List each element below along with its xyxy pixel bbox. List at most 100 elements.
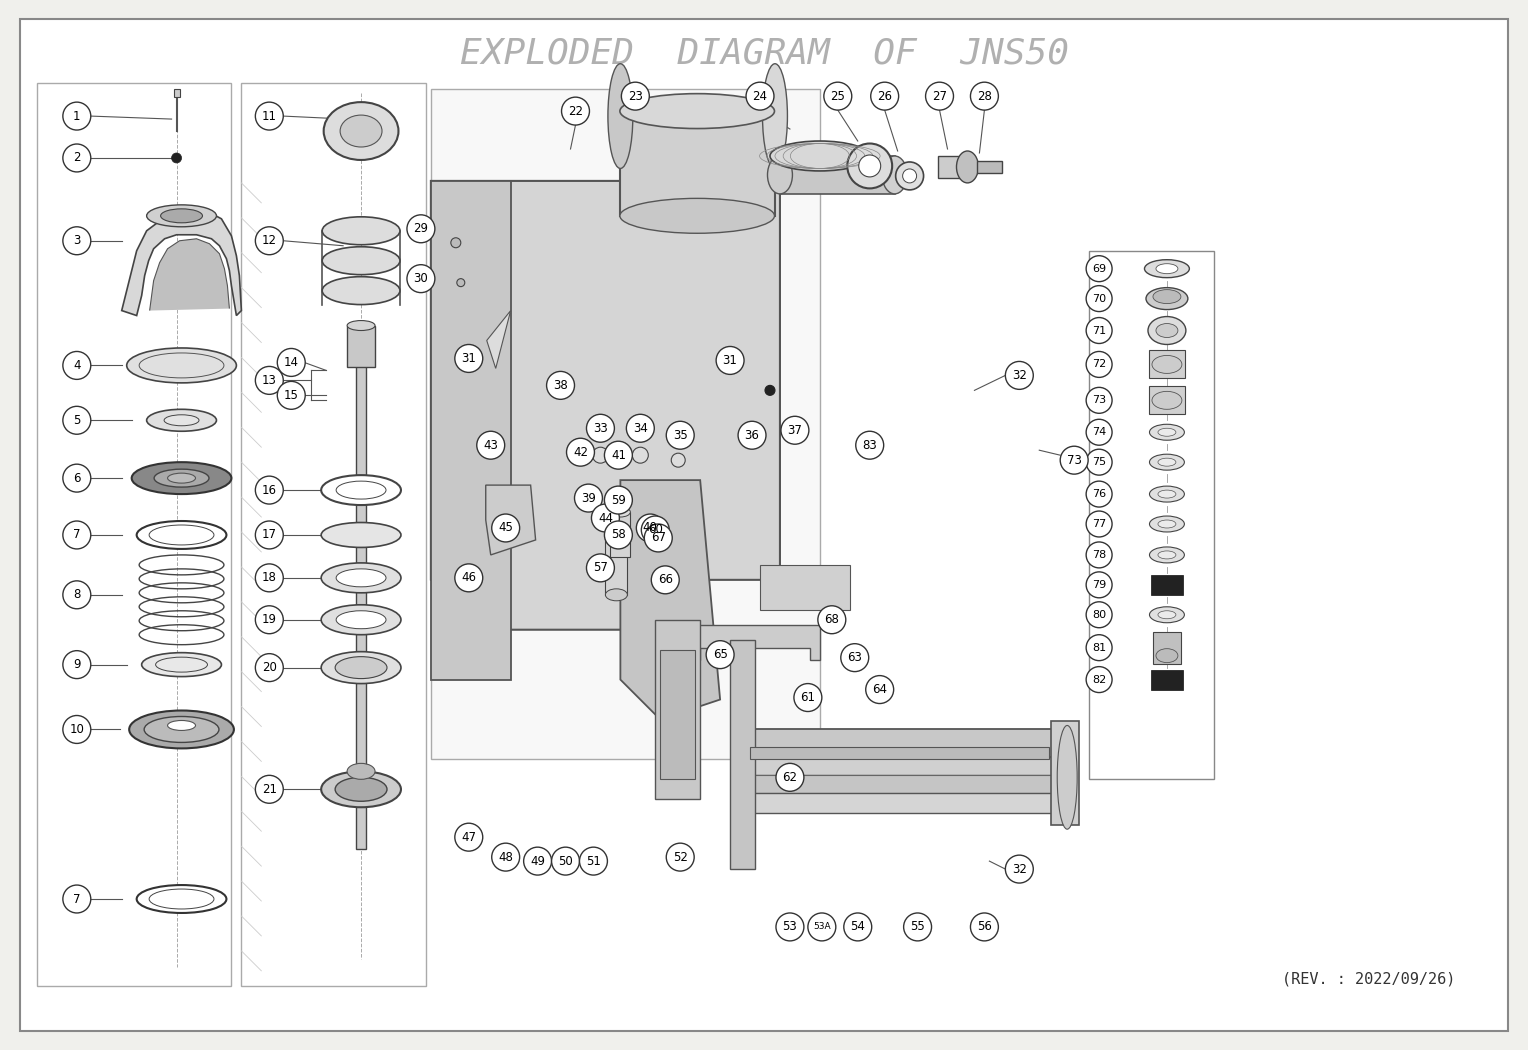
Circle shape: [477, 432, 504, 459]
Circle shape: [866, 675, 894, 704]
Circle shape: [776, 912, 804, 941]
Ellipse shape: [322, 276, 400, 304]
Circle shape: [255, 521, 283, 549]
Ellipse shape: [160, 209, 203, 223]
Ellipse shape: [1152, 356, 1181, 374]
Text: 61: 61: [801, 691, 816, 705]
Circle shape: [1005, 855, 1033, 883]
Circle shape: [63, 102, 90, 130]
Circle shape: [587, 415, 614, 442]
Text: 16: 16: [261, 484, 277, 497]
Ellipse shape: [324, 102, 399, 160]
Text: 45: 45: [498, 522, 513, 534]
Ellipse shape: [127, 348, 237, 383]
Polygon shape: [431, 181, 510, 679]
Text: 21: 21: [261, 783, 277, 796]
Ellipse shape: [150, 889, 214, 909]
Ellipse shape: [1152, 392, 1181, 410]
Circle shape: [63, 406, 90, 435]
Circle shape: [63, 581, 90, 609]
Circle shape: [626, 415, 654, 442]
Bar: [1149, 386, 1184, 415]
Polygon shape: [431, 89, 821, 759]
Text: 11: 11: [261, 109, 277, 123]
Ellipse shape: [859, 155, 880, 176]
Text: 35: 35: [672, 428, 688, 442]
Circle shape: [605, 441, 633, 469]
Text: 59: 59: [611, 494, 626, 506]
Text: 32: 32: [1012, 863, 1027, 876]
Bar: [620, 111, 775, 216]
Circle shape: [63, 144, 90, 172]
Ellipse shape: [144, 716, 219, 742]
Ellipse shape: [1149, 424, 1184, 440]
Text: 31: 31: [461, 352, 477, 365]
Ellipse shape: [336, 569, 387, 587]
Ellipse shape: [1157, 264, 1178, 274]
Circle shape: [255, 227, 283, 255]
Bar: [660, 650, 695, 779]
Circle shape: [63, 885, 90, 912]
Ellipse shape: [1149, 516, 1184, 532]
Ellipse shape: [136, 521, 226, 549]
Text: 66: 66: [657, 573, 672, 586]
Circle shape: [605, 486, 633, 514]
Text: 70: 70: [1093, 294, 1106, 303]
Circle shape: [636, 514, 665, 542]
Polygon shape: [620, 480, 720, 719]
Ellipse shape: [1149, 455, 1184, 470]
Text: 10: 10: [69, 723, 84, 736]
Circle shape: [406, 265, 435, 293]
Circle shape: [524, 847, 552, 875]
Ellipse shape: [895, 162, 923, 190]
Circle shape: [567, 438, 594, 466]
Circle shape: [1086, 511, 1112, 537]
Text: 68: 68: [825, 613, 839, 626]
Bar: [174, 89, 180, 98]
Circle shape: [776, 763, 804, 792]
Circle shape: [808, 912, 836, 941]
Circle shape: [671, 454, 685, 467]
Polygon shape: [487, 311, 510, 369]
Ellipse shape: [347, 320, 374, 331]
Ellipse shape: [341, 116, 382, 147]
Polygon shape: [486, 485, 536, 554]
Circle shape: [591, 504, 619, 532]
Text: 18: 18: [261, 571, 277, 585]
Circle shape: [605, 521, 633, 549]
Ellipse shape: [1158, 428, 1177, 436]
Ellipse shape: [1158, 520, 1177, 528]
Bar: [1154, 632, 1181, 664]
Circle shape: [1086, 419, 1112, 445]
Polygon shape: [759, 565, 850, 610]
Ellipse shape: [762, 64, 787, 168]
Text: 64: 64: [872, 684, 888, 696]
Circle shape: [843, 912, 871, 941]
Ellipse shape: [150, 525, 214, 545]
Text: 26: 26: [877, 89, 892, 103]
Text: 20: 20: [261, 662, 277, 674]
Text: 1: 1: [73, 109, 81, 123]
Text: 55: 55: [911, 921, 924, 933]
Circle shape: [1086, 481, 1112, 507]
Ellipse shape: [142, 653, 222, 676]
Polygon shape: [656, 620, 700, 799]
Ellipse shape: [957, 151, 978, 183]
Circle shape: [406, 215, 435, 243]
Ellipse shape: [156, 657, 208, 672]
Circle shape: [457, 278, 465, 287]
Text: 2: 2: [73, 151, 81, 165]
Circle shape: [1086, 449, 1112, 476]
Text: 41: 41: [611, 448, 626, 462]
Ellipse shape: [139, 353, 225, 378]
Bar: [1151, 670, 1183, 690]
Text: 58: 58: [611, 528, 626, 542]
Ellipse shape: [136, 885, 226, 912]
Text: 25: 25: [830, 89, 845, 103]
Circle shape: [781, 416, 808, 444]
Circle shape: [970, 82, 998, 110]
Text: 38: 38: [553, 379, 568, 392]
Text: 15: 15: [284, 388, 298, 402]
Ellipse shape: [903, 169, 917, 183]
Circle shape: [255, 775, 283, 803]
